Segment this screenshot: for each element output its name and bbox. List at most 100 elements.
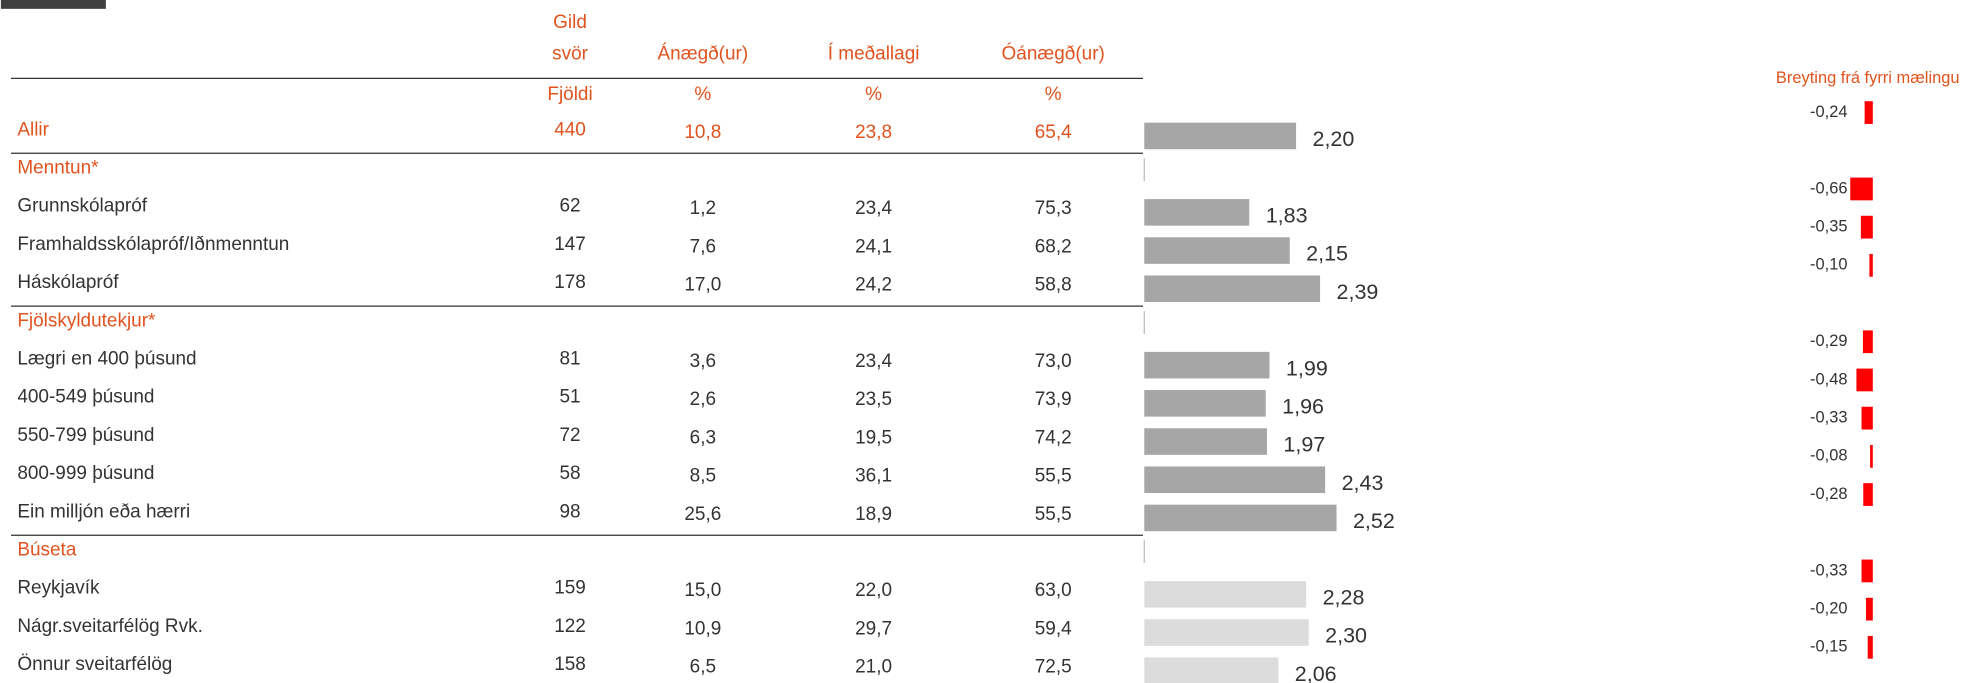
percent: 74,2 bbox=[1035, 427, 1072, 448]
column-head: Óánægð(ur) bbox=[1002, 42, 1105, 64]
percent: 23,8 bbox=[855, 122, 892, 143]
change-bar bbox=[1856, 368, 1873, 392]
change-bar bbox=[1863, 483, 1873, 506]
row-label: 800-999 þúsund bbox=[17, 463, 154, 484]
row-label: Nágr.sveitarfélög Rvk. bbox=[17, 616, 203, 637]
change-label: -0,08 bbox=[1810, 447, 1847, 465]
count: 122 bbox=[554, 616, 586, 637]
percent: 75,3 bbox=[1035, 198, 1072, 219]
count: 158 bbox=[554, 654, 586, 675]
percent: 65,4 bbox=[1035, 122, 1072, 143]
percent: 6,3 bbox=[690, 427, 716, 448]
mean-label: 1,97 bbox=[1283, 433, 1325, 457]
count: 81 bbox=[559, 348, 580, 369]
percent: 55,5 bbox=[1035, 466, 1072, 487]
percent: 23,4 bbox=[855, 198, 892, 219]
change-label: -0,48 bbox=[1810, 370, 1847, 388]
mean-label: 2,20 bbox=[1312, 127, 1354, 151]
change-bar bbox=[1865, 597, 1873, 621]
row-label: Önnur sveitarfélög bbox=[17, 654, 172, 675]
mean-bar bbox=[1144, 466, 1326, 494]
count: 178 bbox=[554, 272, 586, 293]
change-label: -0,35 bbox=[1810, 218, 1847, 236]
mean-bar bbox=[1144, 122, 1297, 150]
change-bar bbox=[1867, 635, 1873, 659]
row-label: Háskólapróf bbox=[17, 272, 119, 293]
change-bar bbox=[1864, 101, 1873, 124]
column-head: svör bbox=[552, 43, 588, 64]
change-label: -0,66 bbox=[1810, 179, 1847, 197]
count: 159 bbox=[554, 578, 586, 599]
percent: 73,9 bbox=[1035, 389, 1072, 410]
row-label: 400-549 þúsund bbox=[17, 387, 154, 408]
change-bar bbox=[1862, 330, 1873, 354]
unit-head: Fjöldi bbox=[547, 84, 592, 105]
percent: 24,2 bbox=[855, 275, 892, 296]
row-label: Ein milljón eða hærri bbox=[17, 501, 190, 522]
percent: 24,1 bbox=[855, 236, 892, 257]
count: 147 bbox=[554, 234, 586, 255]
change-bar bbox=[1861, 406, 1873, 430]
percent: 1,2 bbox=[690, 198, 716, 219]
percent: 2,6 bbox=[690, 389, 716, 410]
mean-label: 1,83 bbox=[1266, 203, 1308, 227]
percent: 36,1 bbox=[855, 466, 892, 487]
row-label: Reykjavík bbox=[17, 578, 100, 599]
row-label: Allir bbox=[17, 119, 49, 140]
group-label: Menntun* bbox=[17, 157, 99, 178]
count: 51 bbox=[559, 387, 580, 408]
mean-label: 2,52 bbox=[1353, 509, 1395, 533]
row-label: Lægri en 400 þúsund bbox=[17, 348, 196, 369]
unit-head: % bbox=[694, 84, 711, 105]
count: 62 bbox=[559, 196, 580, 217]
mean-label: 2,28 bbox=[1323, 585, 1365, 609]
percent: 73,0 bbox=[1035, 351, 1072, 372]
change-bar bbox=[1850, 177, 1873, 201]
change-label: -0,15 bbox=[1810, 638, 1847, 656]
mean-label: 2,43 bbox=[1342, 471, 1384, 495]
change-bar bbox=[1870, 444, 1873, 468]
mean-label: 2,06 bbox=[1295, 662, 1337, 683]
mean-bar bbox=[1144, 199, 1250, 226]
percent: 68,2 bbox=[1035, 236, 1072, 257]
mean-label: 2,39 bbox=[1337, 280, 1379, 304]
change-label: -0,10 bbox=[1810, 256, 1847, 274]
mean-bar bbox=[1144, 351, 1270, 379]
percent: 58,8 bbox=[1035, 275, 1072, 296]
unit-head: % bbox=[1045, 84, 1062, 105]
percent: 8,5 bbox=[690, 466, 716, 487]
row-label: 550-799 þúsund bbox=[17, 425, 154, 446]
mean-label: 1,96 bbox=[1282, 394, 1324, 418]
percent: 3,6 bbox=[690, 351, 716, 372]
percent: 6,5 bbox=[690, 657, 716, 678]
change-bar bbox=[1861, 559, 1873, 583]
percent: 23,4 bbox=[855, 351, 892, 372]
mean-label: 1,99 bbox=[1286, 356, 1328, 380]
change-label: -0,29 bbox=[1810, 332, 1847, 350]
mean-bar bbox=[1144, 619, 1309, 646]
percent: 17,0 bbox=[684, 275, 721, 296]
change-label: -0,20 bbox=[1810, 599, 1847, 617]
change-bar bbox=[1869, 253, 1873, 277]
percent: 29,7 bbox=[855, 618, 892, 639]
percent: 7,6 bbox=[690, 236, 716, 257]
mean-bar bbox=[1144, 275, 1321, 303]
percent: 10,8 bbox=[684, 122, 721, 143]
column-head: Gild bbox=[553, 12, 587, 33]
count: 58 bbox=[559, 463, 580, 484]
change-label: -0,28 bbox=[1810, 485, 1847, 503]
percent: 21,0 bbox=[855, 657, 892, 678]
mean-bar bbox=[1144, 657, 1279, 683]
percent: 22,0 bbox=[855, 580, 892, 601]
group-label: Fjölskyldutekjur* bbox=[17, 310, 156, 331]
percent: 19,5 bbox=[855, 427, 892, 448]
change-label: -0,33 bbox=[1810, 408, 1847, 426]
unit-head: % bbox=[865, 84, 882, 105]
percent: 63,0 bbox=[1035, 580, 1072, 601]
mean-label: 2,30 bbox=[1325, 624, 1367, 648]
mean-bar bbox=[1144, 237, 1290, 264]
percent: 18,9 bbox=[855, 504, 892, 525]
column-head: Í meðallagi bbox=[828, 43, 920, 64]
count: 440 bbox=[554, 119, 586, 140]
